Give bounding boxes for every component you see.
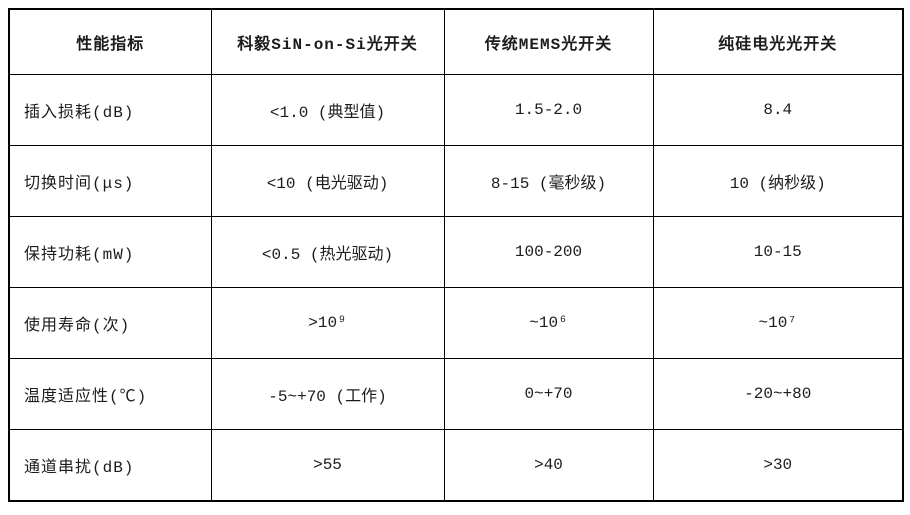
- value-cell: 10-15: [652, 216, 904, 288]
- header-cell-metric: 性能指标: [8, 8, 212, 75]
- value-cell: 100-200: [443, 216, 654, 288]
- value-cell: <0.5 (热光驱动): [210, 216, 445, 288]
- value-cell: >10⁹: [210, 287, 445, 359]
- metric-cell: 切换时间(μs): [8, 145, 212, 217]
- value-cell: 8.4: [652, 74, 904, 146]
- performance-comparison-table: 性能指标 科毅SiN-on-Si光开关 传统MEMS光开关 纯硅电光光开关 插入…: [8, 8, 904, 502]
- value-cell: ~10⁶: [443, 287, 654, 359]
- value-cell: <1.0 (典型值): [210, 74, 445, 146]
- value-cell: >30: [652, 429, 904, 502]
- value-cell: >40: [443, 429, 654, 502]
- metric-cell: 插入损耗(dB): [8, 74, 212, 146]
- header-cell-silicon: 纯硅电光光开关: [652, 8, 904, 75]
- value-cell: >55: [210, 429, 445, 502]
- metric-cell: 使用寿命(次): [8, 287, 212, 359]
- value-cell: -5~+70 (工作): [210, 358, 445, 430]
- table-row: 使用寿命(次) >10⁹ ~10⁶ ~10⁷: [8, 287, 904, 359]
- table-row: 保持功耗(mW) <0.5 (热光驱动) 100-200 10-15: [8, 216, 904, 288]
- header-cell-keyi: 科毅SiN-on-Si光开关: [210, 8, 445, 75]
- value-cell: <10 (电光驱动): [210, 145, 445, 217]
- metric-cell: 保持功耗(mW): [8, 216, 212, 288]
- table-header-row: 性能指标 科毅SiN-on-Si光开关 传统MEMS光开关 纯硅电光光开关: [8, 8, 904, 75]
- table-row: 温度适应性(℃) -5~+70 (工作) 0~+70 -20~+80: [8, 358, 904, 430]
- header-cell-mems: 传统MEMS光开关: [443, 8, 654, 75]
- value-cell: ~10⁷: [652, 287, 904, 359]
- value-cell: 1.5-2.0: [443, 74, 654, 146]
- table-row: 通道串扰(dB) >55 >40 >30: [8, 429, 904, 502]
- value-cell: -20~+80: [652, 358, 904, 430]
- table-row: 插入损耗(dB) <1.0 (典型值) 1.5-2.0 8.4: [8, 74, 904, 146]
- value-cell: 8-15 (毫秒级): [443, 145, 654, 217]
- value-cell: 10 (纳秒级): [652, 145, 904, 217]
- table-row: 切换时间(μs) <10 (电光驱动) 8-15 (毫秒级) 10 (纳秒级): [8, 145, 904, 217]
- value-cell: 0~+70: [443, 358, 654, 430]
- metric-cell: 温度适应性(℃): [8, 358, 212, 430]
- metric-cell: 通道串扰(dB): [8, 429, 212, 502]
